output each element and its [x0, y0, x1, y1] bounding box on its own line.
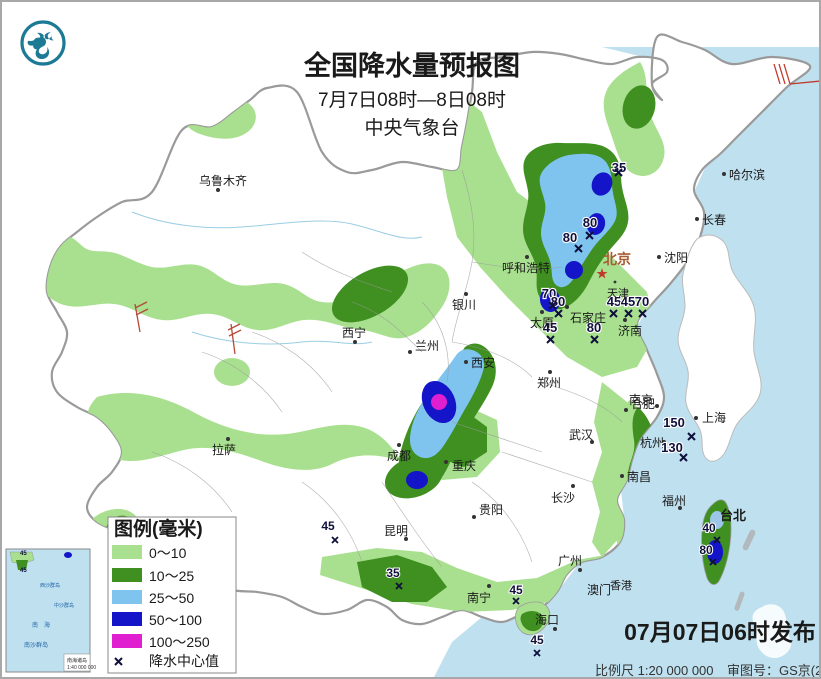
svg-text:130: 130 [661, 440, 683, 455]
svg-text:昆明: 昆明 [384, 524, 408, 538]
svg-text:天津: 天津 [607, 287, 629, 300]
svg-text:拉萨: 拉萨 [212, 442, 236, 457]
svg-text:45: 45 [321, 519, 335, 533]
svg-text:80: 80 [583, 215, 597, 230]
svg-text:长沙: 长沙 [551, 491, 575, 505]
svg-text:中沙群岛: 中沙群岛 [54, 602, 74, 609]
svg-text:100～250: 100～250 [149, 634, 210, 650]
svg-text:80: 80 [699, 543, 713, 557]
svg-text:45: 45 [20, 568, 27, 574]
svg-text:70: 70 [635, 294, 649, 309]
svg-text:沈阳: 沈阳 [664, 250, 688, 265]
svg-text:10～25: 10～25 [149, 568, 194, 584]
svg-text:澳门: 澳门 [587, 582, 611, 597]
svg-text:西宁: 西宁 [342, 325, 366, 340]
svg-text:中央气象台: 中央气象台 [364, 117, 459, 139]
svg-text:哈尔滨: 哈尔滨 [729, 167, 765, 182]
svg-text:呼和浩特: 呼和浩特 [502, 260, 550, 275]
svg-text:西沙群岛: 西沙群岛 [40, 582, 60, 589]
svg-text:福州: 福州 [662, 493, 686, 508]
svg-text:成都: 成都 [387, 449, 411, 463]
svg-text:兰州: 兰州 [415, 339, 439, 353]
svg-text:图例(毫米): 图例(毫米) [114, 517, 203, 540]
svg-text:银川: 银川 [452, 298, 476, 312]
svg-text:降水中心值: 降水中心值 [149, 653, 219, 669]
svg-text:济南: 济南 [618, 323, 642, 338]
svg-text:长春: 长春 [702, 213, 726, 227]
svg-text:上海: 上海 [702, 410, 726, 425]
svg-text:07月07日06时发布: 07月07日06时发布 [624, 619, 816, 645]
svg-text:审图号：GS京(2024)0236号: 审图号：GS京(2024)0236号 [727, 663, 821, 678]
svg-text:太原: 太原 [530, 315, 554, 330]
svg-text:7月7日08时—8日08时: 7月7日08时—8日08时 [318, 89, 506, 111]
svg-text:武汉: 武汉 [569, 428, 593, 442]
svg-text:35: 35 [386, 566, 400, 580]
svg-text:45: 45 [509, 583, 523, 597]
svg-text:45: 45 [530, 633, 544, 647]
svg-text:西安: 西安 [471, 355, 495, 370]
svg-text:南宁: 南宁 [467, 590, 491, 605]
svg-text:25～50: 25～50 [149, 590, 194, 606]
svg-text:乌鲁木齐: 乌鲁木齐 [199, 173, 247, 188]
svg-text:40: 40 [702, 521, 716, 535]
svg-text:海口: 海口 [535, 612, 559, 627]
svg-text:重庆: 重庆 [452, 459, 476, 473]
svg-text:45: 45 [20, 551, 27, 557]
svg-text:全国降水量预报图: 全国降水量预报图 [303, 50, 520, 81]
svg-text:南沙群岛: 南沙群岛 [24, 641, 48, 649]
svg-text:0～10: 0～10 [149, 545, 187, 561]
svg-text:广州: 广州 [558, 554, 582, 568]
svg-text:贵阳: 贵阳 [479, 503, 503, 517]
svg-text:台北: 台北 [720, 508, 746, 523]
svg-text:80: 80 [563, 230, 577, 245]
svg-text:南昌: 南昌 [627, 469, 651, 484]
svg-text:香港: 香港 [610, 579, 632, 592]
svg-text:150: 150 [663, 415, 685, 430]
svg-text:南海诸岛: 南海诸岛 [67, 657, 87, 664]
svg-text:比例尺 1:20 000 000: 比例尺 1:20 000 000 [595, 663, 714, 678]
svg-text:北京: 北京 [603, 251, 631, 267]
svg-text:50～100: 50～100 [149, 612, 202, 628]
svg-text:石家庄: 石家庄 [570, 310, 606, 325]
svg-text:南京: 南京 [629, 392, 653, 407]
svg-text:南 海: 南 海 [32, 621, 50, 629]
svg-text:郑州: 郑州 [537, 375, 561, 390]
svg-text:1:40 000 000: 1:40 000 000 [67, 665, 96, 671]
